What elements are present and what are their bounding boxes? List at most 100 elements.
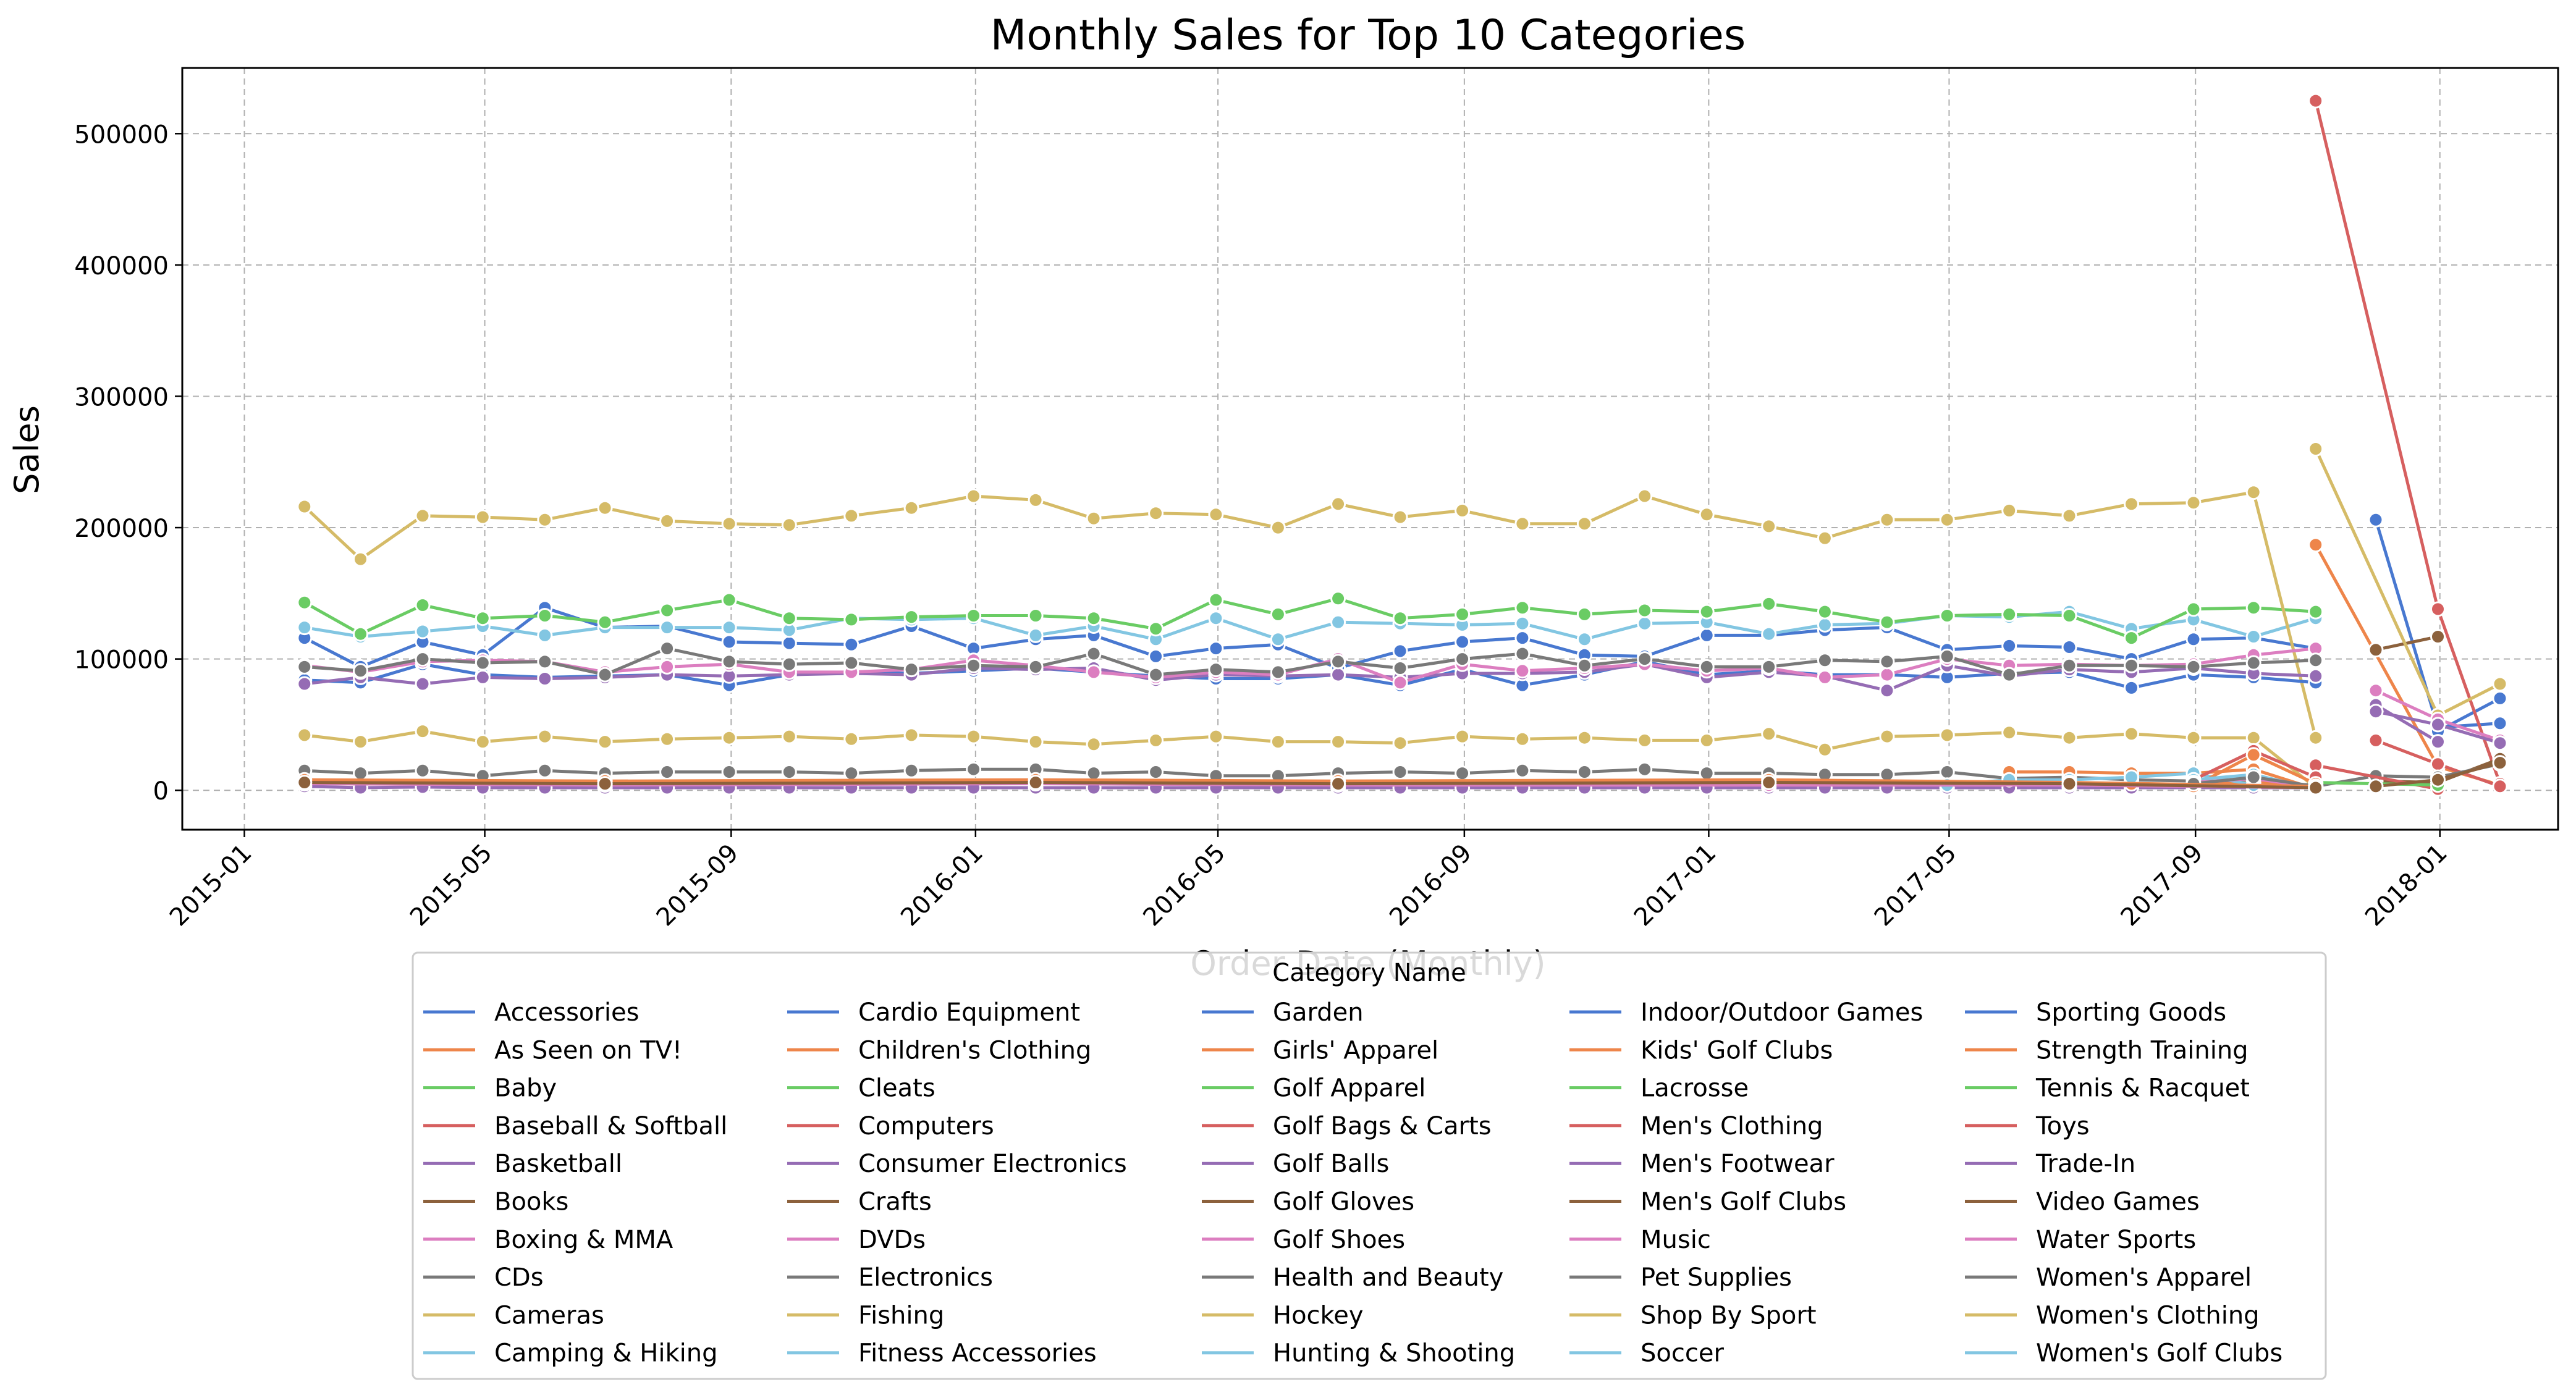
legend-label: Soccer bbox=[1641, 1339, 1724, 1368]
data-point bbox=[2001, 606, 2017, 622]
series-consumer-electronics bbox=[2368, 704, 2508, 751]
data-point bbox=[1576, 516, 1592, 532]
legend-label: Accessories bbox=[494, 998, 639, 1027]
data-point bbox=[2430, 772, 2446, 788]
data-point bbox=[781, 610, 797, 626]
data-point bbox=[537, 627, 553, 643]
legend-label: Cardio Equipment bbox=[858, 998, 1080, 1027]
data-point bbox=[415, 623, 431, 639]
data-point bbox=[1939, 608, 1955, 623]
data-point bbox=[1699, 765, 1715, 782]
legend-item: Indoor/Outdoor Games bbox=[1569, 998, 1923, 1027]
data-point bbox=[2430, 629, 2446, 644]
data-point bbox=[1514, 615, 1531, 631]
legend-item: Golf Apparel bbox=[1202, 1074, 1425, 1103]
legend-item: Sporting Goods bbox=[1965, 998, 2226, 1027]
legend-item: Baby bbox=[423, 1074, 557, 1103]
legend-item: Video Games bbox=[1965, 1188, 2200, 1216]
data-point bbox=[2185, 730, 2202, 746]
data-point bbox=[2430, 734, 2446, 750]
data-point bbox=[1028, 659, 1044, 675]
data-point bbox=[597, 667, 613, 683]
data-point bbox=[475, 734, 491, 750]
data-point bbox=[1939, 764, 1955, 780]
data-point bbox=[1208, 507, 1224, 523]
legend-item: Basketball bbox=[423, 1150, 622, 1178]
data-point bbox=[597, 614, 613, 630]
data-point bbox=[721, 634, 737, 650]
data-point bbox=[2061, 508, 2077, 524]
legend-label: Toys bbox=[2035, 1112, 2090, 1140]
legend-label: Hockey bbox=[1273, 1301, 1364, 1330]
series-women-s-apparel bbox=[297, 641, 2324, 683]
data-point bbox=[1576, 631, 1592, 647]
data-point bbox=[1817, 530, 1833, 546]
data-point bbox=[1086, 765, 1102, 782]
data-point bbox=[1514, 762, 1531, 778]
legend-item: Women's Clothing bbox=[1965, 1301, 2260, 1330]
series-line bbox=[304, 647, 2316, 676]
data-point bbox=[1879, 683, 1895, 699]
legend-label: Golf Balls bbox=[1273, 1150, 1389, 1178]
data-point bbox=[353, 663, 368, 679]
data-point bbox=[1148, 667, 1164, 683]
legend-item: Crafts bbox=[787, 1188, 932, 1216]
y-tick-label: 400000 bbox=[74, 252, 169, 280]
data-point bbox=[1879, 512, 1895, 528]
data-point bbox=[1208, 662, 1224, 678]
data-point bbox=[1148, 764, 1164, 780]
data-point bbox=[903, 762, 919, 778]
legend-label: As Seen on TV! bbox=[494, 1036, 682, 1064]
legend-item: Girls' Apparel bbox=[1202, 1036, 1438, 1064]
data-point bbox=[659, 513, 675, 529]
data-point bbox=[2124, 657, 2139, 673]
data-point bbox=[1330, 591, 1346, 607]
data-point bbox=[1637, 615, 1653, 631]
legend: Category Name Accessories As Seen on TV! Ba… bbox=[412, 951, 2327, 1380]
legend-label: Men's Footwear bbox=[1641, 1150, 1835, 1178]
data-point bbox=[1028, 734, 1044, 750]
data-point bbox=[2245, 747, 2261, 763]
data-point bbox=[1514, 630, 1531, 646]
data-point bbox=[1576, 657, 1592, 673]
legend-label: Lacrosse bbox=[1641, 1074, 1749, 1103]
legend-item: Shop By Sport bbox=[1569, 1301, 1817, 1330]
series-line bbox=[304, 662, 2316, 693]
legend-label: Computers bbox=[858, 1112, 994, 1140]
data-point bbox=[1455, 634, 1471, 650]
legend-label: Men's Golf Clubs bbox=[1641, 1188, 1846, 1216]
data-point bbox=[1514, 516, 1531, 532]
legend-label: Consumer Electronics bbox=[858, 1150, 1127, 1178]
data-point bbox=[659, 659, 675, 675]
data-point bbox=[1208, 592, 1224, 608]
data-point bbox=[2492, 676, 2508, 692]
data-point bbox=[2185, 659, 2202, 675]
data-point bbox=[1761, 775, 1777, 790]
series-crafts bbox=[2368, 755, 2508, 794]
data-point bbox=[597, 734, 613, 750]
legend-label: Baby bbox=[494, 1074, 557, 1103]
legend-item: Golf Gloves bbox=[1202, 1188, 1414, 1216]
data-point bbox=[1148, 621, 1164, 637]
legend-label: Golf Bags & Carts bbox=[1273, 1112, 1492, 1140]
data-point bbox=[597, 500, 613, 516]
legend-label: Children's Clothing bbox=[858, 1036, 1091, 1064]
data-point bbox=[353, 551, 368, 567]
legend-box bbox=[412, 951, 2327, 1380]
legend-label: Crafts bbox=[858, 1188, 932, 1216]
legend-item: Women's Golf Clubs bbox=[1965, 1339, 2283, 1368]
legend-label: Video Games bbox=[2036, 1188, 2200, 1216]
data-point bbox=[1455, 651, 1471, 667]
legend-label: Boxing & MMA bbox=[494, 1226, 674, 1254]
data-point bbox=[2430, 601, 2446, 617]
data-point bbox=[1270, 631, 1286, 647]
legend-item: Fitness Accessories bbox=[787, 1339, 1097, 1368]
data-point bbox=[1392, 764, 1408, 780]
data-point bbox=[1761, 596, 1777, 612]
data-point bbox=[843, 636, 859, 652]
legend-item: Cardio Equipment bbox=[787, 998, 1080, 1027]
data-point bbox=[297, 620, 313, 636]
legend-item: Men's Clothing bbox=[1569, 1112, 1823, 1140]
data-point bbox=[2061, 608, 2077, 623]
data-point bbox=[2492, 735, 2508, 751]
